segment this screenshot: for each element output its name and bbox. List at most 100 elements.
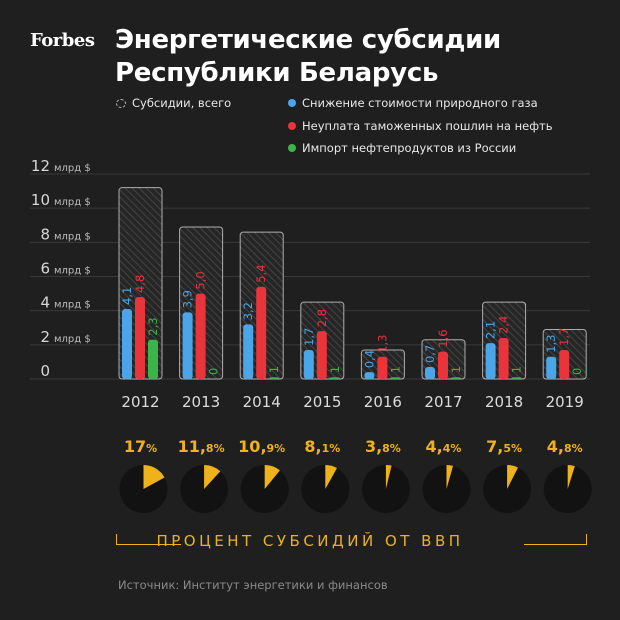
y-tick-unit-12: млрд $ [54, 163, 91, 174]
y-tick-unit-6: млрд $ [54, 266, 91, 277]
gdp-share-suffix-2016: 8% [382, 442, 401, 455]
gdp-share-value-2012: 17 [124, 437, 146, 456]
oil-label-2016: 1,3 [375, 334, 389, 352]
gas-label-2016: 0,4 [362, 350, 376, 368]
import-label-2012: 2,3 [146, 317, 160, 335]
import-bar-2016 [390, 377, 401, 379]
gas-label-2013: 3,9 [181, 290, 195, 308]
gdp-share-value-2013: 11, [178, 437, 206, 456]
x-tick-2018: 2018 [485, 393, 523, 411]
legend-item-total: Субсидии, всего [116, 96, 231, 110]
gdp-share-suffix-2019: 8% [564, 442, 583, 455]
oil-label-2013: 5,0 [194, 271, 208, 289]
gdp-share-label-2019: 4,8% [547, 437, 583, 456]
gdp-share-suffix-2014: 9% [267, 442, 286, 455]
gdp-share-suffix-2012: % [146, 442, 157, 455]
footer-bracket-right [524, 534, 587, 545]
oil-label-2019: 1,7 [557, 328, 571, 346]
gdp-share-label-2013: 11,8% [178, 437, 225, 456]
legend-import-label: Импорт нефтепродуктов из России [302, 141, 517, 155]
x-tick-2016: 2016 [364, 393, 402, 411]
import-label-2017: 1 [449, 366, 463, 373]
x-tick-2015: 2015 [303, 393, 341, 411]
title-line-1: Энергетические субсидии [115, 25, 501, 55]
legend-total-label: Субсидии, всего [132, 96, 232, 110]
import-bar-2018 [511, 377, 522, 379]
x-tick-2019: 2019 [546, 393, 584, 411]
import-label-2014: 1 [267, 366, 281, 373]
gas-bar-2018 [485, 343, 496, 379]
gdp-share-suffix-2018: 5% [503, 442, 522, 455]
oil-bar-2012 [135, 297, 145, 379]
gas-label-2017: 0,7 [423, 345, 437, 363]
oil-bar-2018 [498, 338, 509, 379]
y-tick-0: 0 [40, 362, 50, 380]
gdp-share-value-2018: 7, [486, 437, 503, 456]
oil-bar-2015 [316, 331, 327, 379]
footer-bracket-left [116, 534, 181, 545]
y-tick-6: 6 [40, 260, 50, 278]
gdp-pie-slice-2017 [446, 465, 454, 489]
y-tick-unit-4: млрд $ [54, 300, 91, 311]
gdp-share-value-2017: 4, [426, 437, 443, 456]
y-tick-2: 2 [40, 328, 50, 346]
gdp-share-label-2017: 4,4% [426, 437, 462, 456]
gdp-pie-slice-2013 [204, 465, 221, 489]
gdp-pie-slice-2016 [385, 465, 392, 489]
legend-gas-marker [288, 99, 296, 107]
gas-bar-2014 [243, 324, 254, 379]
import-bar-2012 [148, 339, 158, 379]
oil-label-2015: 2,8 [315, 309, 329, 327]
import-label-2018: 1 [510, 366, 524, 373]
y-tick-8: 8 [40, 225, 50, 243]
gas-label-2018: 2,1 [484, 321, 498, 339]
x-tick-2012: 2012 [121, 393, 159, 411]
gas-label-2019: 1,3 [544, 334, 558, 352]
gdp-share-label-2016: 3,8% [365, 437, 401, 456]
oil-bar-2013 [195, 293, 206, 379]
import-label-2013: 0 [207, 368, 221, 375]
gdp-share-value-2016: 3, [365, 437, 382, 456]
legend-item-oil: Неуплата таможенных пошлин на нефть [288, 119, 553, 133]
import-label-2019: 0 [570, 368, 584, 375]
oil-label-2014: 5,4 [254, 264, 268, 282]
gdp-pie-slice-2019 [567, 465, 575, 489]
oil-bar-2017 [438, 351, 448, 379]
oil-label-2018: 2,4 [497, 316, 511, 334]
import-label-2016: 1 [388, 366, 402, 373]
x-tick-2014: 2014 [243, 393, 281, 411]
y-tick-12: 12 [31, 157, 50, 175]
x-tick-2017: 2017 [424, 393, 462, 411]
source-note: Источник: Институт энергетики и финансов [118, 578, 388, 592]
y-tick-unit-10: млрд $ [54, 197, 91, 208]
legend-item-import: Импорт нефтепродуктов из России [288, 141, 516, 155]
gdp-pie-slice-2014 [264, 465, 280, 489]
import-label-2015: 1 [328, 366, 342, 373]
import-bar-2015 [329, 377, 340, 379]
gas-bar-2015 [303, 349, 314, 379]
legend-total-marker [116, 98, 126, 108]
forbes-logo: Forbes [30, 30, 95, 51]
gdp-pie-slice-2015 [325, 465, 337, 489]
gdp-share-suffix-2017: 4% [443, 442, 462, 455]
gdp-share-caption: ПРОЦЕНТ СУБСИДИЙ ОТ ВВП [156, 532, 464, 550]
oil-bar-2014 [256, 286, 267, 379]
gdp-share-label-2015: 8,1% [304, 437, 340, 456]
gas-bar-2019 [546, 356, 557, 379]
gdp-share-value-2014: 10, [238, 437, 266, 456]
gdp-share-label-2012: 17% [124, 437, 157, 456]
gdp-share-label-2014: 10,9% [238, 437, 285, 456]
gas-label-2015: 1,7 [302, 328, 316, 346]
import-bar-2014 [269, 377, 280, 379]
gas-bar-2017 [425, 367, 435, 379]
gdp-share-value-2015: 8, [304, 437, 321, 456]
legend-oil-label: Неуплата таможенных пошлин на нефть [302, 119, 553, 133]
gdp-pie-bg-2018 [483, 465, 532, 513]
gas-bar-2013 [182, 312, 193, 379]
gas-bar-2016 [364, 372, 375, 379]
gdp-share-label-2018: 7,5% [486, 437, 522, 456]
y-tick-4: 4 [40, 294, 50, 312]
x-tick-2013: 2013 [182, 393, 220, 411]
gdp-pie-slice-2018 [507, 465, 518, 489]
